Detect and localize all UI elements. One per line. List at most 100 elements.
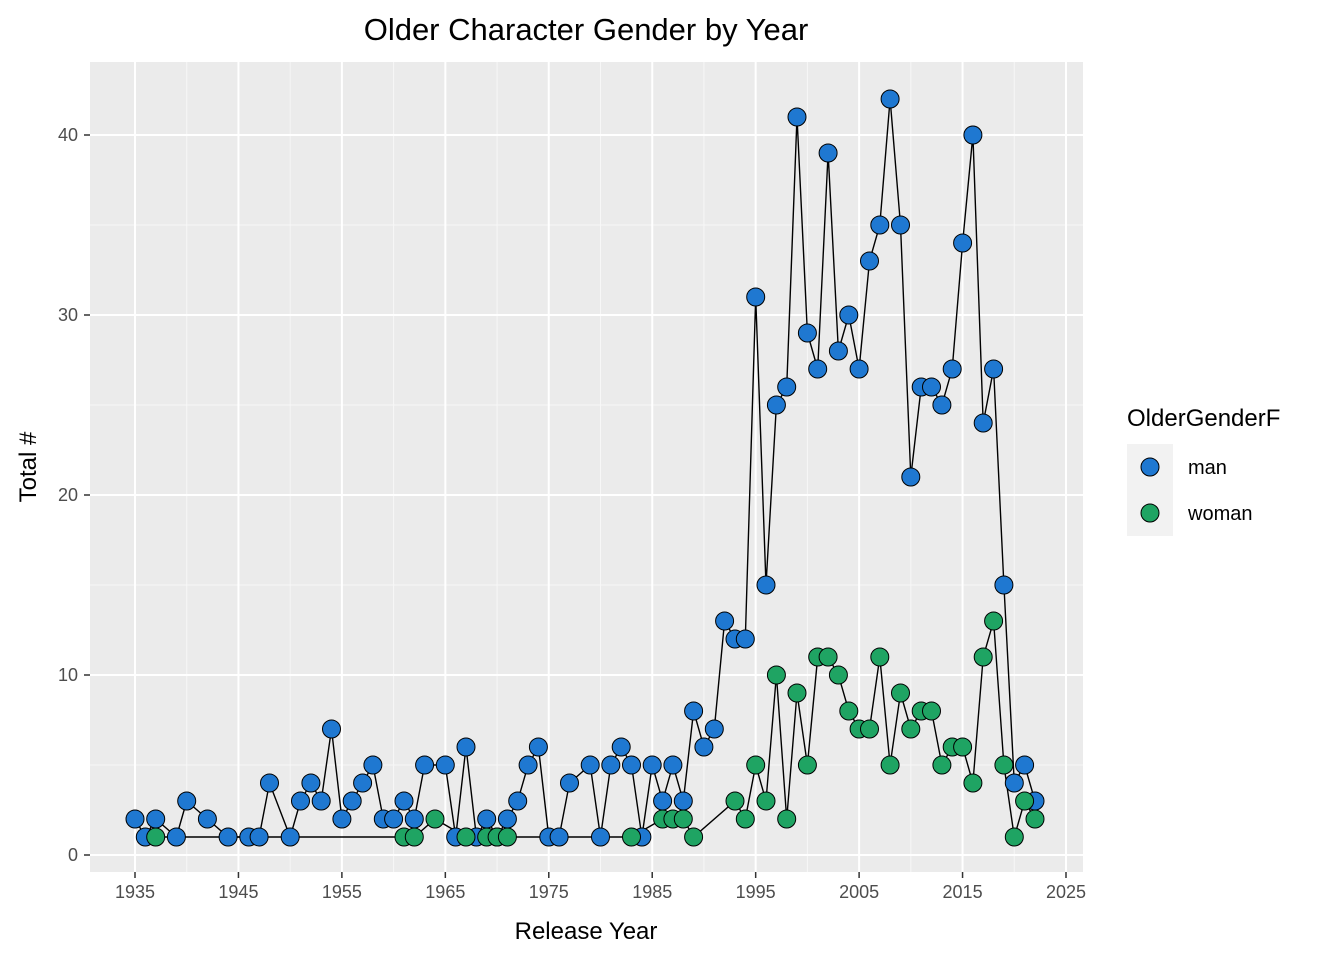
point-woman (1025, 809, 1045, 829)
point-man (332, 809, 352, 829)
point-man (146, 809, 166, 829)
point-woman (673, 809, 693, 829)
plot-panel (90, 62, 1083, 872)
legend-label-man: man (1188, 457, 1227, 479)
point-woman (787, 683, 807, 703)
x-tick-label: 1995 (736, 882, 776, 902)
point-man (549, 827, 569, 847)
point-man (342, 791, 362, 811)
x-tick-label: 1945 (218, 882, 258, 902)
point-man (839, 305, 859, 325)
point-man (787, 107, 807, 127)
point-man (1004, 773, 1024, 793)
y-tick-label: 20 (58, 485, 78, 505)
point-woman (973, 647, 993, 667)
point-man (415, 755, 435, 775)
point-man (477, 809, 497, 829)
point-man (973, 413, 993, 433)
point-man (870, 215, 890, 235)
point-man (322, 719, 341, 739)
point-man (291, 791, 310, 811)
point-man (622, 755, 641, 775)
y-axis-label: Total # (15, 431, 42, 502)
point-man (684, 701, 704, 721)
point-man (653, 791, 673, 811)
point-man (177, 791, 197, 811)
point-man (932, 395, 952, 415)
point-man (435, 755, 455, 775)
point-woman (146, 827, 166, 847)
point-man (828, 341, 848, 361)
point-man (849, 359, 869, 379)
point-woman (870, 647, 890, 667)
point-man (808, 359, 828, 379)
point-man (508, 791, 528, 811)
point-man (860, 251, 879, 271)
x-axis-label: Release Year (515, 918, 658, 945)
point-man (818, 143, 838, 163)
point-man (197, 809, 217, 829)
y-tick-label: 0 (68, 845, 78, 865)
point-man (611, 737, 631, 757)
point-woman (735, 809, 755, 829)
point-woman (766, 665, 786, 685)
point-man (580, 755, 600, 775)
axis-ticks: 1935 1945 1955 1965 1975 1985 1995 2005 2015 2025… (58, 125, 1086, 902)
x-tick-label: 2005 (839, 882, 879, 902)
point-woman (984, 611, 1004, 631)
point-woman (725, 791, 745, 811)
point-man (746, 287, 766, 307)
point-man (901, 467, 921, 487)
point-man (166, 827, 186, 847)
legend-label-woman: woman (1187, 503, 1252, 525)
point-man (694, 737, 714, 757)
point-man (663, 755, 683, 775)
point-man (673, 791, 693, 811)
point-woman (994, 755, 1014, 775)
point-man (963, 125, 983, 145)
point-man (249, 827, 269, 847)
point-woman (953, 737, 973, 757)
point-man (601, 755, 621, 775)
point-woman (456, 827, 476, 847)
point-woman (901, 719, 921, 739)
point-woman (1015, 791, 1035, 811)
point-woman (818, 647, 838, 667)
point-woman (797, 755, 817, 775)
point-woman (828, 665, 848, 685)
legend-key-woman (1140, 503, 1160, 523)
point-man (260, 773, 279, 793)
point-man (384, 809, 404, 829)
y-tick-label: 10 (58, 665, 78, 685)
point-man (942, 359, 962, 379)
x-tick-label: 2025 (1046, 882, 1086, 902)
point-man (280, 827, 300, 847)
point-woman (880, 755, 900, 775)
point-man (984, 359, 1004, 379)
point-woman (922, 701, 941, 721)
point-man (591, 827, 610, 847)
point-man (353, 773, 373, 793)
point-woman (891, 683, 910, 703)
point-man (363, 755, 383, 775)
x-tick-label: 1935 (115, 882, 155, 902)
point-man (528, 737, 548, 757)
point-woman (746, 755, 766, 775)
point-man (311, 791, 331, 811)
point-man (922, 377, 941, 397)
y-tick-label: 40 (58, 125, 78, 145)
chart-title: Older Character Gender by Year (364, 12, 809, 47)
point-woman (497, 827, 517, 847)
point-woman (622, 827, 641, 847)
point-woman (963, 773, 983, 793)
point-man (218, 827, 238, 847)
point-woman (839, 701, 859, 721)
point-woman (756, 791, 776, 811)
point-man (560, 773, 579, 793)
point-man (301, 773, 321, 793)
point-man (497, 809, 517, 829)
point-man (953, 233, 973, 253)
point-man (797, 323, 817, 343)
point-man (456, 737, 476, 757)
